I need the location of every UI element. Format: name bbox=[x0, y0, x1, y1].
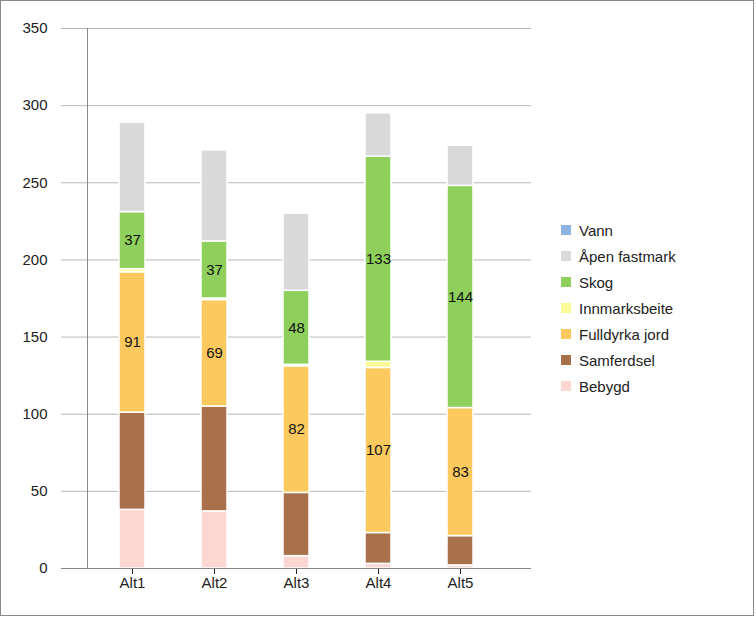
svg-text:37: 37 bbox=[124, 231, 141, 248]
svg-text:100: 100 bbox=[22, 405, 47, 422]
svg-text:200: 200 bbox=[22, 251, 47, 268]
html-text:Samferdsel: Samferdsel bbox=[579, 351, 655, 369]
svg-text:250: 250 bbox=[22, 174, 47, 191]
svg-text:48: 48 bbox=[288, 319, 305, 336]
html-text:Vann: Vann bbox=[579, 221, 613, 239]
html-text:Innmarksbeite: Innmarksbeite bbox=[579, 299, 674, 317]
svg-text:350: 350 bbox=[22, 19, 47, 36]
svg-text:Alt4: Alt4 bbox=[366, 574, 392, 591]
svg-text:133: 133 bbox=[366, 250, 391, 267]
svg-text:91: 91 bbox=[124, 333, 141, 350]
svg-text:50: 50 bbox=[31, 482, 48, 499]
svg-text:Alt3: Alt3 bbox=[284, 574, 310, 591]
html-text:Fulldyrka jord: Fulldyrka jord bbox=[579, 325, 669, 343]
svg-text:150: 150 bbox=[22, 328, 47, 345]
svg-text:0: 0 bbox=[39, 559, 47, 576]
html-text:Åpen fastmark: Åpen fastmark bbox=[579, 247, 676, 265]
html-text:Bebygd: Bebygd bbox=[579, 377, 630, 395]
svg-text:107: 107 bbox=[366, 441, 391, 458]
svg-text:Alt2: Alt2 bbox=[202, 574, 228, 591]
svg-text:Alt1: Alt1 bbox=[120, 574, 146, 591]
svg-text:69: 69 bbox=[206, 344, 223, 361]
svg-text:300: 300 bbox=[22, 96, 47, 113]
svg-text:37: 37 bbox=[206, 261, 223, 278]
svg-text:Alt5: Alt5 bbox=[448, 574, 474, 591]
svg-text:144: 144 bbox=[448, 288, 473, 305]
svg-text:82: 82 bbox=[288, 420, 305, 437]
html-text:Skog: Skog bbox=[579, 273, 614, 291]
svg-text:83: 83 bbox=[452, 463, 469, 480]
